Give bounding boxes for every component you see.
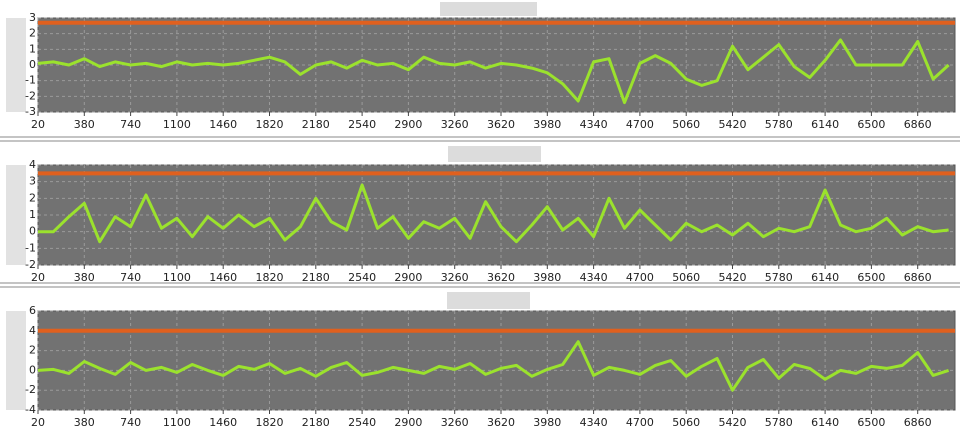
x-tick-label: 5420 (719, 271, 747, 284)
x-tick-label: 380 (74, 271, 95, 284)
plot-area (37, 310, 956, 411)
x-tick-label: 3260 (441, 118, 469, 131)
x-tick-label: 2180 (302, 271, 330, 284)
y-tick-label: -1 (25, 241, 36, 254)
x-tick-label: 1820 (256, 118, 284, 131)
y-tick-label: 3 (29, 11, 36, 24)
y-tick-label: 0 (29, 58, 36, 71)
x-tick-label: 4340 (580, 271, 608, 284)
x-tick-label: 20 (31, 416, 45, 429)
title-placeholder (448, 146, 541, 162)
x-tick-label: 1820 (256, 416, 284, 429)
x-tick-label: 6860 (904, 118, 932, 131)
x-tick-label: 5780 (765, 271, 793, 284)
title-placeholder (440, 2, 537, 16)
x-tick-label: 3260 (441, 416, 469, 429)
x-tick-label: 740 (120, 416, 141, 429)
x-tick-label: 1100 (163, 416, 191, 429)
x-tick-label: 1460 (209, 416, 237, 429)
data-line (37, 340, 950, 392)
x-tick-label: 3620 (487, 118, 515, 131)
y-tick-label: 2 (29, 27, 36, 40)
axis-label-placeholder (6, 311, 26, 410)
x-tick-label: 6500 (857, 271, 885, 284)
x-tick-label: 380 (74, 118, 95, 131)
y-tick-label: 2 (29, 344, 36, 357)
y-tick-label: -2 (25, 258, 36, 271)
x-tick-label: 2540 (348, 416, 376, 429)
x-tick-label: 2900 (394, 118, 422, 131)
title-placeholder (447, 292, 530, 309)
data-line (38, 183, 949, 244)
x-tick-label: 5060 (672, 416, 700, 429)
y-tick-label: 4 (29, 158, 36, 171)
x-tick-label: 4700 (626, 271, 654, 284)
y-tick-label: -4 (25, 403, 36, 416)
y-tick-label: -2 (25, 383, 36, 396)
y-tick-label: 0 (29, 363, 36, 376)
x-tick-label: 2540 (348, 118, 376, 131)
x-tick-label: 740 (120, 271, 141, 284)
x-tick-label: 4340 (580, 416, 608, 429)
x-tick-label: 1460 (209, 118, 237, 131)
y-tick-label: 2 (29, 191, 36, 204)
x-tick-label: 2180 (302, 118, 330, 131)
x-tick-label: 5060 (672, 118, 700, 131)
x-tick-label: 5420 (719, 416, 747, 429)
y-tick-label: 1 (29, 208, 36, 221)
x-tick-label: 5420 (719, 118, 747, 131)
x-tick-label: 3260 (441, 271, 469, 284)
x-tick-label: 6140 (811, 118, 839, 131)
x-tick-label: 3620 (487, 416, 515, 429)
x-tick-label: 2900 (394, 416, 422, 429)
axis-label-placeholder (6, 18, 26, 112)
x-tick-label: 20 (31, 118, 45, 131)
y-tick-label: 1 (29, 42, 36, 55)
x-tick-label: 5780 (765, 416, 793, 429)
y-tick-label: -1 (25, 74, 36, 87)
x-tick-label: 5780 (765, 118, 793, 131)
x-tick-label: 20 (31, 271, 45, 284)
x-tick-label: 4700 (626, 118, 654, 131)
x-tick-label: 2900 (394, 271, 422, 284)
x-tick-label: 740 (120, 118, 141, 131)
x-tick-label: 1100 (163, 271, 191, 284)
y-tick-label: 3 (29, 175, 36, 188)
x-tick-label: 6860 (904, 416, 932, 429)
x-tick-label: 3980 (533, 416, 561, 429)
y-tick-label: -2 (25, 89, 36, 102)
x-tick-label: 4700 (626, 416, 654, 429)
x-tick-label: 4340 (580, 118, 608, 131)
x-tick-label: 6140 (811, 271, 839, 284)
y-tick-label: 0 (29, 225, 36, 238)
x-tick-label: 6860 (904, 271, 932, 284)
y-tick-label: -3 (25, 105, 36, 118)
x-tick-label: 1100 (163, 118, 191, 131)
x-tick-label: 3980 (533, 118, 561, 131)
x-tick-label: 2180 (302, 416, 330, 429)
x-tick-label: 6500 (857, 416, 885, 429)
y-tick-label: 6 (29, 304, 36, 317)
data-line (37, 38, 950, 105)
x-tick-label: 3620 (487, 271, 515, 284)
y-tick-label: 4 (29, 324, 36, 337)
x-tick-label: 5060 (672, 271, 700, 284)
x-tick-label: 380 (74, 416, 95, 429)
x-tick-label: 1820 (256, 271, 284, 284)
x-tick-label: 6140 (811, 416, 839, 429)
x-tick-label: 1460 (209, 271, 237, 284)
x-tick-label: 2540 (348, 271, 376, 284)
x-tick-label: 6500 (857, 118, 885, 131)
x-tick-label: 3980 (533, 271, 561, 284)
axis-label-placeholder (6, 165, 26, 265)
